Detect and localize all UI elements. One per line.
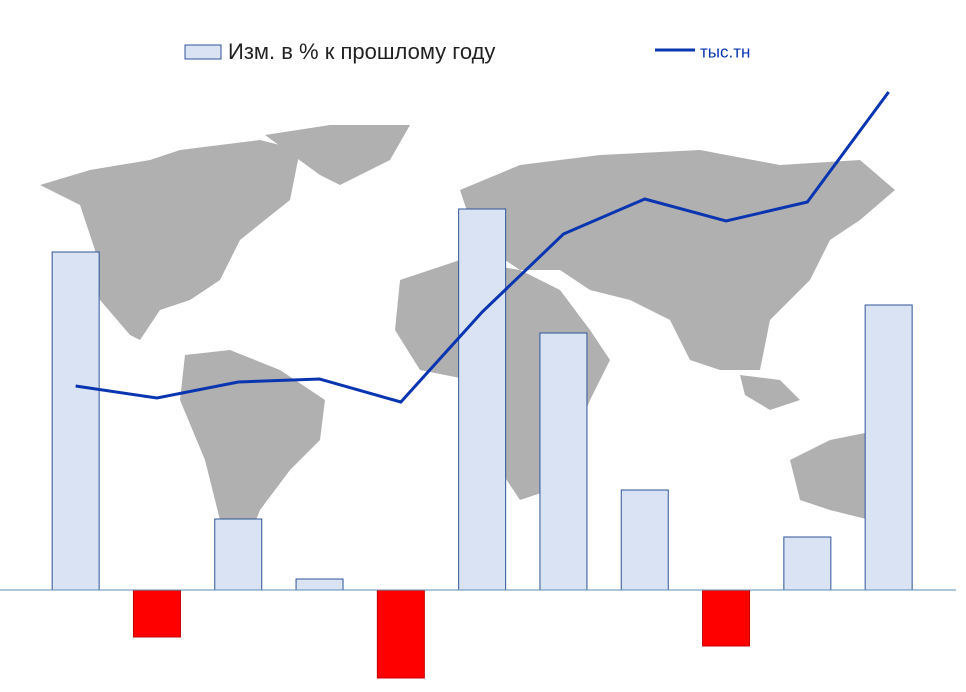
bar: [620, 489, 669, 591]
bar: [783, 536, 832, 591]
bar: [376, 589, 425, 679]
bar: [295, 578, 344, 591]
legend-swatch-bar: [184, 44, 222, 60]
bar: [214, 518, 263, 591]
bar: [458, 208, 507, 591]
bar: [702, 589, 751, 647]
legend-label: тыс.тн: [700, 42, 750, 61]
bar: [539, 332, 588, 591]
bar: [51, 251, 100, 591]
bar: [132, 589, 181, 638]
line-series: [75, 91, 890, 404]
bar: [864, 304, 913, 591]
legend-label: Изм. в % к прошлому году: [228, 39, 495, 64]
